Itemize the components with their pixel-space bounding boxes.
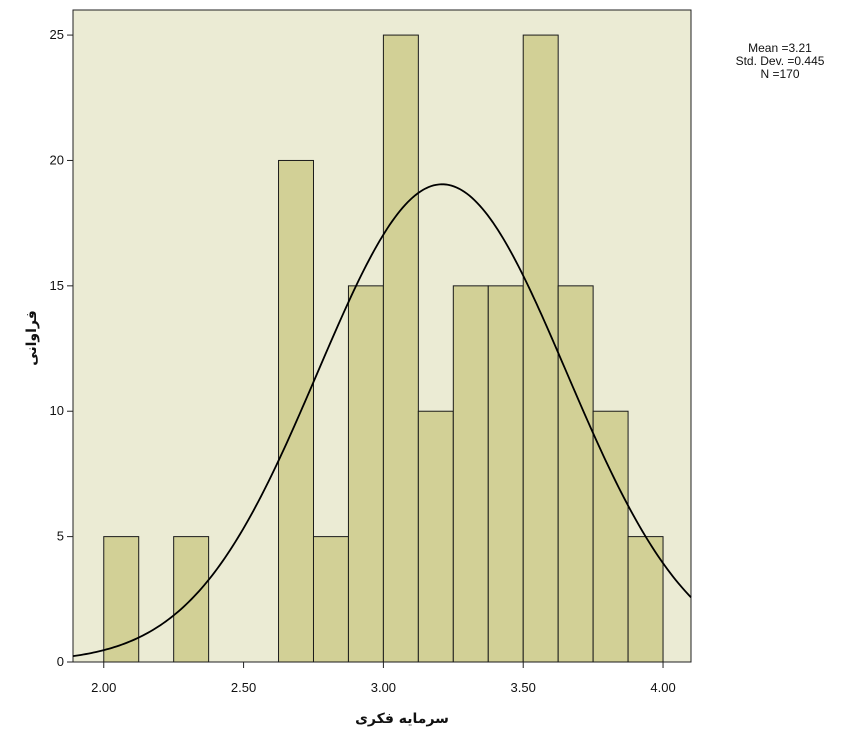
histogram-bar (487, 285, 524, 663)
histogram-bar (347, 285, 384, 663)
stats-n: N =170 (760, 67, 800, 81)
x-tick-label: 4.00 (650, 680, 675, 695)
stats-std-dev: Std. Dev. =0.445 (735, 54, 825, 68)
histogram-bar (417, 410, 454, 663)
x-tick-label: 3.00 (371, 680, 396, 695)
bars-layer (103, 34, 664, 663)
y-tick-label: 15 (50, 278, 64, 293)
histogram-bar (592, 410, 629, 663)
stats-mean: Mean =3.21 (748, 41, 812, 55)
histogram-bar (278, 159, 314, 663)
histogram-bar (452, 285, 489, 663)
y-tick-label: 0 (57, 654, 64, 669)
y-tick-label: 10 (50, 403, 64, 418)
y-tick-label: 25 (50, 27, 64, 42)
x-tick-label: 2.00 (91, 680, 116, 695)
normal-curve (72, 183, 692, 658)
x-tick-label: 2.50 (231, 680, 256, 695)
y-tick-label: 20 (50, 152, 64, 167)
y-axis-title: فراوانی (24, 310, 40, 366)
stats-box: Mean =3.21 Std. Dev. =0.445 N =170 (722, 42, 838, 81)
histogram-bar (382, 34, 419, 663)
x-tick-label: 3.50 (511, 680, 536, 695)
histogram-bar (312, 536, 349, 663)
histogram-bar (522, 34, 559, 663)
histogram-bar (557, 285, 594, 663)
y-tick-label: 5 (57, 529, 64, 544)
axes-layer: 0 5 10 15 20 25 2.00 2.50 3.00 3.50 4.00 (50, 27, 676, 695)
histogram-bar (103, 536, 140, 663)
x-axis-title: سرمایه فکری (355, 711, 449, 727)
